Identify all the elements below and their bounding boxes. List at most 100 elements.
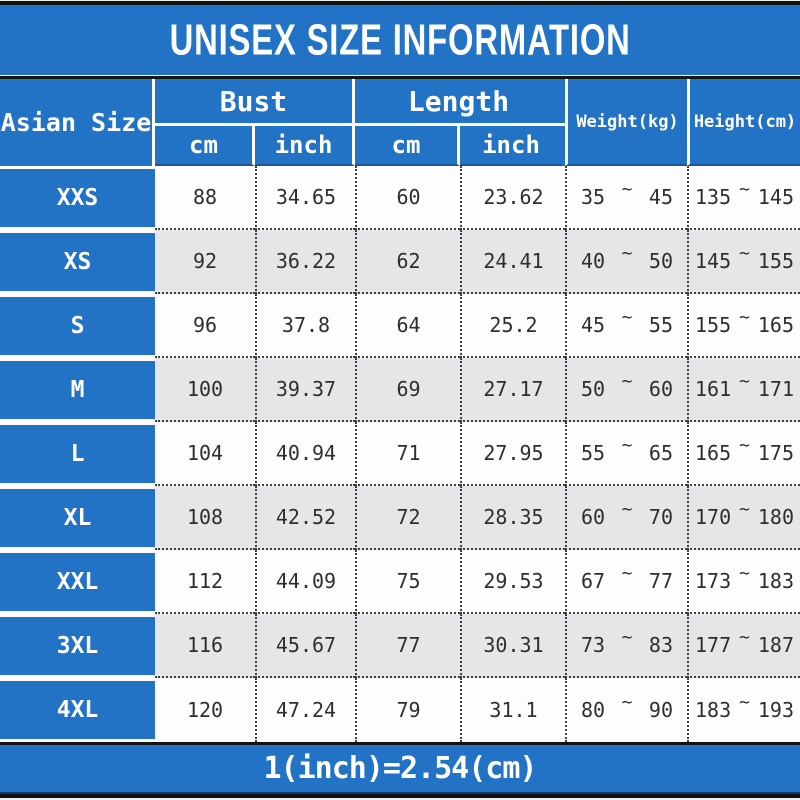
length-cm-cell: 79	[355, 678, 460, 742]
height-range-cell: 135 ~145	[687, 166, 800, 230]
range-tilde: ~	[739, 626, 750, 648]
length-cm-cell: 72	[355, 486, 460, 550]
height-range-cell-max: 183	[757, 569, 794, 593]
header-weight: Weight(kg)	[565, 79, 687, 166]
height-range-cell-max: 145	[757, 185, 794, 209]
bust-cm-cell: 116	[155, 614, 255, 678]
range-tilde: ~	[621, 562, 633, 584]
height-range-cell-max: 187	[757, 633, 794, 657]
header-sub-row: cm inch cm inch	[155, 126, 565, 166]
length-inch-cell: 28.35	[460, 486, 565, 550]
bust-cm-cell: 96	[155, 294, 255, 358]
header-group-row: Bust Length	[155, 79, 565, 126]
length-cm-cell: 75	[355, 550, 460, 614]
length-inch-cell: 30.31	[460, 614, 565, 678]
range-tilde: ~	[621, 306, 633, 328]
range-tilde: ~	[739, 498, 750, 520]
size-label: 4XL	[0, 678, 155, 742]
height-range-cell-max: 165	[757, 313, 794, 337]
page-title: UNISEX SIZE INFORMATION	[169, 15, 631, 64]
range-tilde: ~	[739, 370, 750, 392]
weight-range-cell-max: 60	[648, 377, 673, 401]
size-label: 3XL	[0, 614, 155, 678]
bust-inch-cell: 45.67	[255, 614, 355, 678]
size-label: L	[0, 422, 155, 486]
range-tilde: ~	[739, 434, 750, 456]
weight-range-cell: 67 ~77	[565, 550, 687, 614]
length-cm-cell: 71	[355, 422, 460, 486]
bust-inch-cell: 39.37	[255, 358, 355, 422]
length-cm-cell: 60	[355, 166, 460, 230]
weight-range-cell: 55 ~65	[565, 422, 687, 486]
weight-range-cell-max: 55	[648, 313, 673, 337]
footer-band: 1(inch)=2.54(cm)	[0, 745, 800, 792]
weight-range-cell-min: 40	[581, 249, 606, 273]
height-range-cell-min: 173	[695, 569, 732, 593]
size-label: XS	[0, 230, 155, 294]
bust-inch-cell: 44.09	[255, 550, 355, 614]
range-tilde: ~	[739, 242, 750, 264]
height-range-cell-max: 193	[757, 698, 794, 722]
length-inch-cell: 23.62	[460, 166, 565, 230]
height-range-cell-max: 171	[757, 377, 794, 401]
weight-range-cell-min: 45	[581, 313, 606, 337]
length-inch-cell: 27.17	[460, 358, 565, 422]
length-inch-cell: 31.1	[460, 678, 565, 742]
range-tilde: ~	[621, 242, 633, 264]
weight-range-cell: 80 ~90	[565, 678, 687, 742]
height-range-cell-min: 155	[695, 313, 732, 337]
bust-inch-cell: 36.22	[255, 230, 355, 294]
length-cm-cell: 77	[355, 614, 460, 678]
header-bust-inch: inch	[255, 126, 355, 166]
range-tilde: ~	[621, 691, 633, 713]
weight-range-cell-max: 77	[648, 569, 673, 593]
bust-cm-cell: 92	[155, 230, 255, 294]
length-cm-cell: 62	[355, 230, 460, 294]
weight-range-cell-max: 50	[648, 249, 673, 273]
weight-range-cell-max: 45	[648, 185, 673, 209]
range-tilde: ~	[621, 434, 633, 456]
height-range-cell-min: 135	[695, 185, 732, 209]
bust-inch-cell: 40.94	[255, 422, 355, 486]
table-row: XS 92 36.22 62 24.41 40 ~50 145 ~155	[0, 230, 800, 294]
table-row: XXS 88 34.65 60 23.62 35 ~45 135 ~145	[0, 166, 800, 230]
height-range-cell: 155 ~165	[687, 294, 800, 358]
weight-range-cell: 73 ~83	[565, 614, 687, 678]
header-length: Length	[407, 84, 510, 118]
title-band: UNISEX SIZE INFORMATION	[0, 5, 800, 75]
bottom-border	[0, 792, 800, 800]
height-range-cell: 173 ~183	[687, 550, 800, 614]
height-range-cell-max: 180	[757, 505, 794, 529]
height-range-cell: 145 ~155	[687, 230, 800, 294]
length-inch-cell: 25.2	[460, 294, 565, 358]
length-cm-cell: 69	[355, 358, 460, 422]
weight-range-cell: 60 ~70	[565, 486, 687, 550]
table-row: 4XL 120 47.24 79 31.1 80 ~90 183 ~193	[0, 678, 800, 742]
size-label: XL	[0, 486, 155, 550]
table-header: Asian Size Bust Length cm inch cm inch W…	[0, 79, 800, 166]
size-label: XXL	[0, 550, 155, 614]
height-range-cell-max: 155	[757, 249, 794, 273]
bust-inch-cell: 37.8	[255, 294, 355, 358]
table-row: 3XL 116 45.67 77 30.31 73 ~83 177 ~187	[0, 614, 800, 678]
weight-range-cell-min: 73	[581, 633, 606, 657]
height-range-cell: 177 ~187	[687, 614, 800, 678]
range-tilde: ~	[739, 178, 750, 200]
bust-cm-cell: 112	[155, 550, 255, 614]
title-divider	[0, 75, 800, 79]
size-label: XXS	[0, 166, 155, 230]
height-range-cell-min: 145	[695, 249, 732, 273]
bust-cm-cell: 104	[155, 422, 255, 486]
weight-range-cell-max: 70	[648, 505, 673, 529]
weight-range-cell-max: 65	[648, 441, 673, 465]
size-label: M	[0, 358, 155, 422]
height-range-cell-min: 165	[695, 441, 732, 465]
bust-cm-cell: 108	[155, 486, 255, 550]
header-bust: Bust	[155, 79, 355, 123]
table-row: XXL 112 44.09 75 29.53 67 ~77 173 ~183	[0, 550, 800, 614]
bust-inch-cell: 42.52	[255, 486, 355, 550]
bust-cm-cell: 100	[155, 358, 255, 422]
table-row: L 104 40.94 71 27.95 55 ~65 165 ~175	[0, 422, 800, 486]
table-body: XXS 88 34.65 60 23.62 35 ~45 135 ~145 XS 92 36.22 62…	[0, 166, 800, 742]
